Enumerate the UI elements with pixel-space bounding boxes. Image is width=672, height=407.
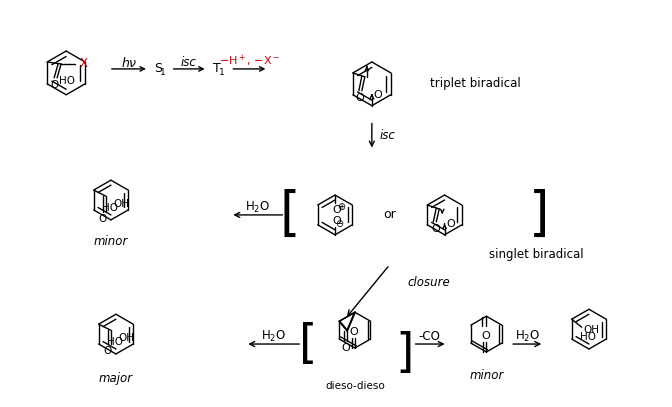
Text: HO: HO <box>108 337 123 347</box>
Text: -CO: -CO <box>419 330 441 343</box>
Text: ]: ] <box>396 331 414 376</box>
Text: OH: OH <box>114 199 130 209</box>
Text: minor: minor <box>94 235 128 248</box>
Text: O: O <box>50 80 58 90</box>
Text: [: [ <box>280 189 300 241</box>
Text: [: [ <box>299 322 317 367</box>
Text: singlet biradical: singlet biradical <box>489 248 584 261</box>
Text: O: O <box>374 90 382 100</box>
Text: $h\nu$: $h\nu$ <box>120 56 137 70</box>
Text: triplet biradical: triplet biradical <box>429 77 520 90</box>
Text: 1: 1 <box>160 68 165 77</box>
Text: closure: closure <box>408 276 450 289</box>
Text: ]: ] <box>529 189 550 241</box>
Text: T: T <box>212 62 220 75</box>
Text: O: O <box>481 331 490 341</box>
Text: OH: OH <box>584 325 599 335</box>
Text: O: O <box>332 205 341 215</box>
Text: HO: HO <box>59 76 75 86</box>
Text: minor: minor <box>469 369 503 382</box>
Text: O: O <box>349 327 358 337</box>
Text: H$_2$O: H$_2$O <box>245 199 270 214</box>
Text: H$_2$O: H$_2$O <box>261 328 286 344</box>
Text: $-$H$^+$, $-$X$^-$: $-$H$^+$, $-$X$^-$ <box>219 53 280 69</box>
Text: O: O <box>103 346 112 356</box>
Text: O: O <box>342 343 351 352</box>
Text: O: O <box>355 93 364 103</box>
Text: isc: isc <box>380 129 396 142</box>
Text: O: O <box>332 216 341 226</box>
Text: O: O <box>99 214 107 224</box>
Text: O: O <box>431 224 439 234</box>
Text: X: X <box>80 57 88 70</box>
Text: $\oplus$: $\oplus$ <box>337 201 347 212</box>
Text: O: O <box>446 219 455 229</box>
Text: major: major <box>99 372 133 385</box>
Text: H$_2$O: H$_2$O <box>515 328 540 344</box>
Text: HO: HO <box>580 332 596 342</box>
Text: 1: 1 <box>218 68 224 77</box>
Text: or: or <box>384 208 396 221</box>
Text: HO: HO <box>102 203 118 213</box>
Text: $\ominus$: $\ominus$ <box>335 219 345 230</box>
Text: OH: OH <box>118 333 134 343</box>
Text: dieso-dieso: dieso-dieso <box>325 381 385 391</box>
Text: isc: isc <box>181 57 196 70</box>
Text: S: S <box>154 62 162 75</box>
